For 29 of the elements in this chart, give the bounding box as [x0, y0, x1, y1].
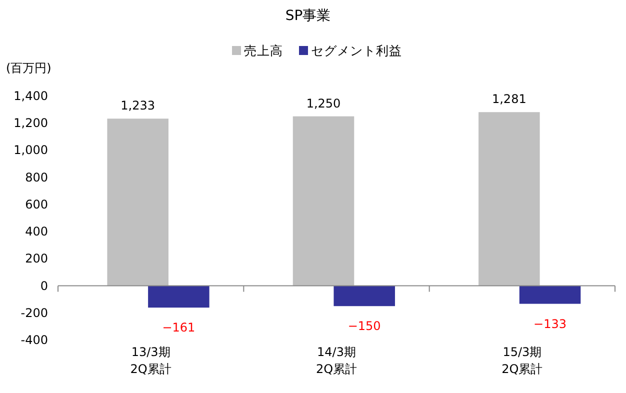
x-tick-label: 13/3期 2Q累計 — [130, 345, 172, 376]
data-label: 1,281 — [492, 92, 526, 106]
data-label: −150 — [348, 319, 381, 334]
y-tick-label: -200 — [20, 306, 48, 320]
data-label: −133 — [534, 316, 566, 331]
legend-label: セグメント利益 — [311, 43, 402, 58]
bar — [334, 286, 395, 306]
y-tick-label: 400 — [25, 224, 48, 239]
x-tick-label: 15/3期 2Q累計 — [502, 345, 543, 376]
data-label: 1,250 — [306, 96, 341, 110]
bar — [292, 116, 354, 286]
y-tick-label: 200 — [25, 252, 48, 266]
y-axis-title: (百万円) — [6, 61, 52, 75]
y-tick-label: 1,400 — [14, 89, 48, 103]
data-label: −161 — [162, 320, 196, 335]
legend-label: 売上高 — [244, 43, 283, 58]
y-tick-label: 0 — [40, 278, 48, 293]
bar — [148, 286, 210, 308]
y-tick-label: 1,000 — [14, 143, 48, 158]
bar — [519, 286, 581, 304]
y-tick-label: 600 — [25, 197, 48, 212]
x-tick-label: 14/3期 2Q累計 — [316, 345, 358, 376]
data-label: 1,233 — [120, 98, 156, 113]
y-tick-label: 1,200 — [14, 116, 48, 130]
bar — [107, 118, 168, 286]
bar — [478, 112, 540, 286]
chart-title: SP事業 — [285, 8, 331, 24]
y-tick-label: 800 — [25, 170, 48, 184]
y-tick-label: -400 — [20, 333, 48, 347]
